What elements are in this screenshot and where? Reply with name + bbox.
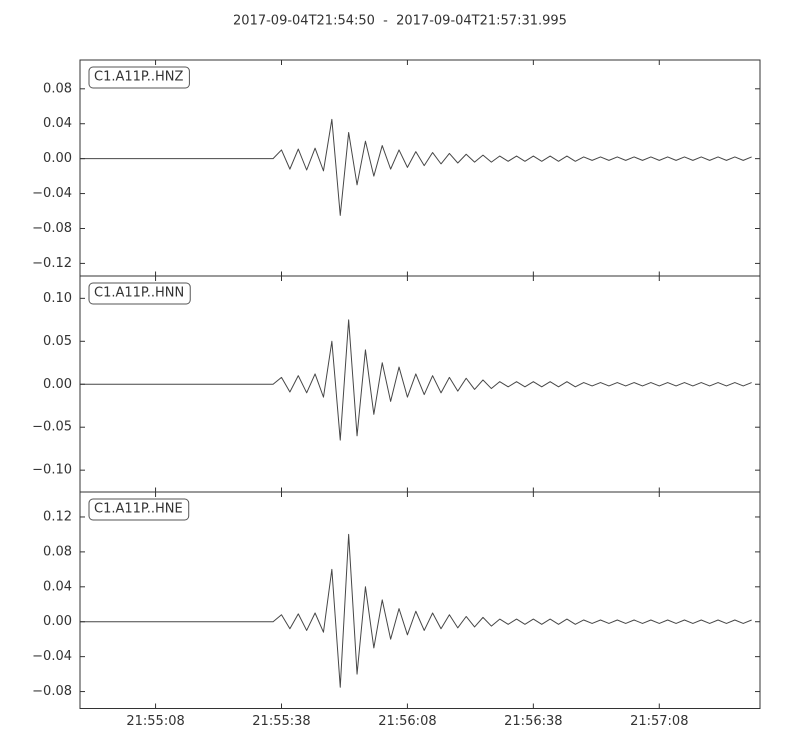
waveform (80, 533, 752, 688)
x-tick-label: 21:57:08 (630, 714, 688, 729)
waveform (80, 118, 752, 216)
y-tick-label: 0.08 (43, 544, 72, 559)
plot-frame (79, 491, 761, 709)
y-tick-label: 0.05 (43, 334, 72, 349)
station-label-text: C1.A11P..HNE (94, 502, 183, 517)
station-label: C1.A11P..HNE (88, 498, 190, 521)
waveform (80, 319, 752, 441)
plot-background (80, 60, 760, 277)
y-tick-label: 0.04 (43, 579, 72, 594)
x-tick-label: 21:55:38 (252, 714, 310, 729)
station-label-text: C1.A11P..HNN (94, 286, 184, 301)
x-tick-label: 21:56:08 (378, 714, 436, 729)
y-tick-label: 0.10 (43, 291, 72, 306)
y-tick-label: −0.08 (32, 221, 72, 236)
y-tick-label: −0.12 (32, 256, 72, 271)
plot-background (80, 492, 760, 709)
y-tick-label: 0.00 (43, 614, 72, 629)
x-tick-label: 21:56:38 (504, 714, 562, 729)
y-tick-label: 0.12 (43, 509, 72, 524)
figure-title: 2017-09-04T21:54:50 - 2017-09-04T21:57:3… (233, 14, 567, 29)
y-tick-label: −0.04 (32, 186, 72, 201)
station-label-box (88, 282, 191, 305)
y-tick-label: −0.05 (32, 420, 72, 435)
y-tick-label: 0.08 (43, 81, 72, 96)
station-label-box (88, 66, 190, 89)
y-tick-label: 0.00 (43, 151, 72, 166)
y-tick-label: 0.00 (43, 377, 72, 392)
x-tick-label: 21:55:08 (126, 714, 184, 729)
station-label-text: C1.A11P..HNZ (94, 70, 183, 85)
y-tick-label: −0.04 (32, 649, 72, 664)
station-label: C1.A11P..HNN (88, 282, 191, 305)
station-label: C1.A11P..HNZ (88, 66, 190, 89)
y-tick-label: −0.08 (32, 684, 72, 699)
station-label-box (88, 498, 190, 521)
y-tick-label: −0.10 (32, 463, 72, 478)
y-tick-label: 0.04 (43, 116, 72, 131)
